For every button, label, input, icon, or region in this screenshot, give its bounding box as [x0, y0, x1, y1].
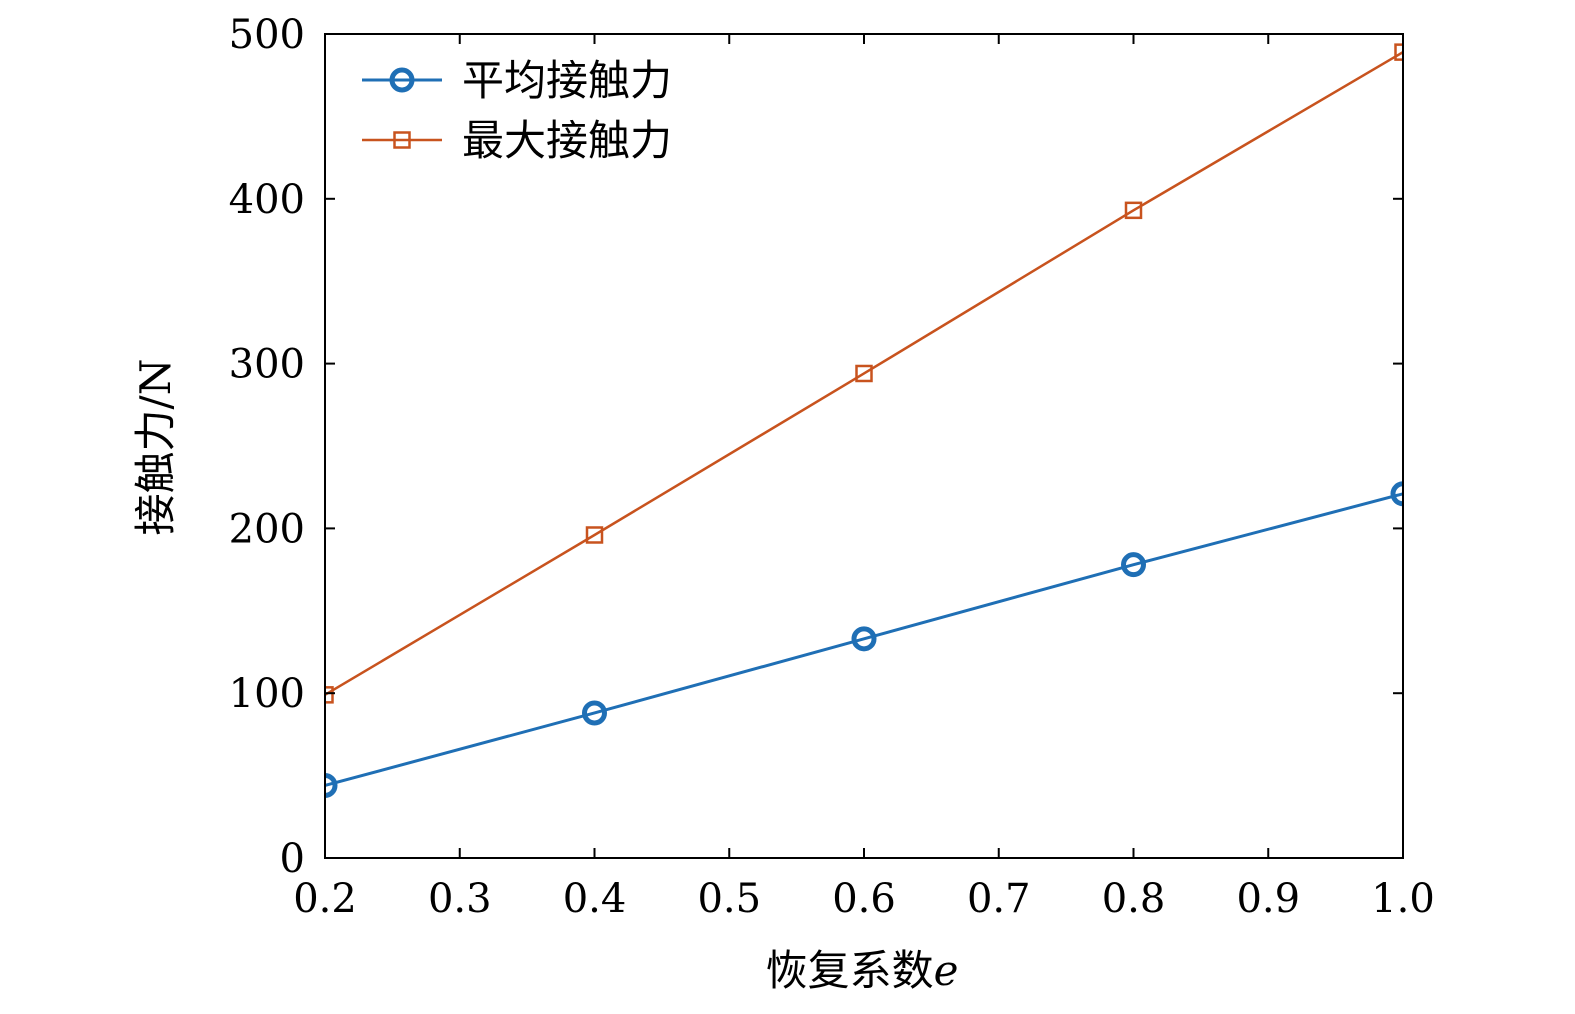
x-tick-label: 1.0: [1371, 876, 1435, 922]
x-axis-title: 恢复系数e: [766, 946, 959, 995]
y-tick-label: 0: [280, 836, 305, 882]
y-tick-label: 400: [229, 177, 305, 223]
ticks-layer: 0.2 0.3 0.4 0.5 0.6 0.7 0.8 0.9 1.0 0 100 200 300 400…: [229, 12, 1435, 922]
x-tick-label: 0.9: [1236, 876, 1300, 922]
x-tick-label: 0.3: [428, 876, 492, 922]
data-point: [1121, 552, 1146, 578]
legend-swatch-marker: [389, 67, 415, 93]
data-point: [585, 526, 604, 544]
x-tick-label: 0.8: [1102, 876, 1166, 922]
series-line: [325, 51, 1403, 696]
data-point: [1390, 481, 1403, 507]
x-tick-label: 0.7: [967, 876, 1031, 922]
legend-entry-1: 最大接触力: [362, 116, 672, 165]
data-point: [1394, 43, 1403, 61]
series-1: [325, 43, 1403, 704]
y-tick-label: 500: [229, 12, 305, 58]
y-axis-title: 接触力/N: [131, 359, 180, 536]
data-point: [325, 772, 338, 798]
series-line: [325, 492, 1403, 787]
x-tick-label: 0.6: [832, 876, 896, 922]
legend-swatch-marker: [393, 131, 411, 149]
series-layer: [325, 43, 1403, 798]
data-point: [851, 626, 877, 652]
y-tick-label: 300: [229, 342, 305, 388]
x-tick-label: 0.4: [563, 876, 627, 922]
legend-label: 最大接触力: [462, 116, 672, 165]
x-tick-label: 0.2: [293, 876, 357, 922]
legend-entry-0: 平均接触力: [362, 56, 672, 105]
y-tick-label: 100: [229, 671, 305, 717]
legend-label: 平均接触力: [462, 56, 672, 105]
data-point: [855, 364, 873, 383]
x-tick-label: 0.5: [697, 876, 761, 922]
series-0: [325, 481, 1403, 798]
data-point: [582, 700, 607, 726]
data-point: [325, 686, 334, 704]
x-axis-title-variable: e: [934, 946, 959, 995]
y-tick-label: 200: [229, 506, 305, 552]
x-axis-title-text: 恢复系数: [766, 946, 934, 995]
data-point: [1124, 201, 1143, 220]
